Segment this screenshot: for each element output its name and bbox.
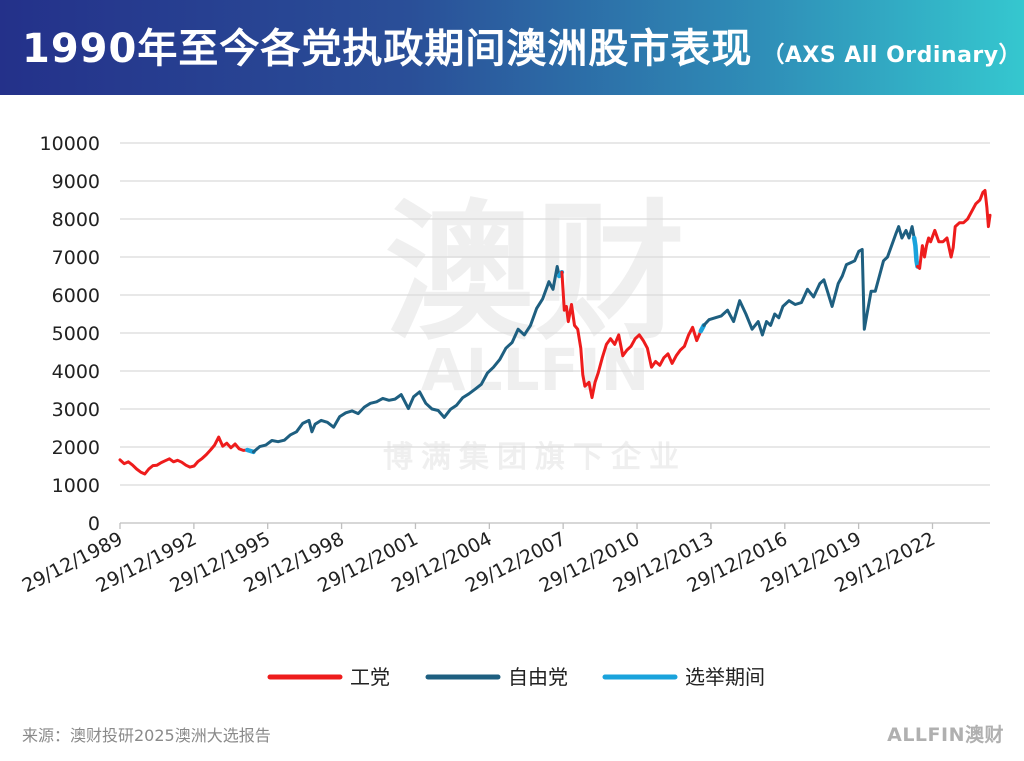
legend-label-1: 自由党 <box>508 665 568 689</box>
watermark-big: 澳财 <box>385 187 685 361</box>
y-tick-label-4000: 4000 <box>52 361 100 383</box>
y-tick-label-10000: 10000 <box>40 133 100 155</box>
line-chart: 澳财 ALLFIN 博满集团旗下企业 0 1000 2000 3000 4000 5000… <box>19 133 992 689</box>
legend-label-0: 工党 <box>350 665 390 689</box>
brand-logo: ALLFIN澳财 <box>887 724 1004 746</box>
y-axis: 0 1000 2000 3000 4000 5000 6000 7000 8000 9000 100… <box>40 133 100 535</box>
series-line-4 <box>560 270 703 400</box>
y-tick-label-9000: 9000 <box>52 171 100 193</box>
y-tick-label-3000: 3000 <box>52 399 100 421</box>
page-title: 1990年至今各党执政期间澳洲股市表现 （AXS All Ordinary） <box>22 26 1022 72</box>
series-lines <box>118 189 992 476</box>
y-tick-label-5000: 5000 <box>52 323 100 345</box>
source-note: 来源：澳财投研2025澳洲大选报告 <box>22 726 271 745</box>
y-tick-label-1000: 1000 <box>52 475 100 497</box>
y-tick-label-7000: 7000 <box>52 247 100 269</box>
watermark-small: 博满集团旗下企业 <box>383 440 687 475</box>
y-tick-label-8000: 8000 <box>52 209 100 231</box>
title-banner: 1990年至今各党执政期间澳洲股市表现 （AXS All Ordinary） <box>0 0 1024 95</box>
series-line-2 <box>252 265 561 454</box>
series-line-0 <box>118 435 249 476</box>
y-tick-label-2000: 2000 <box>52 437 100 459</box>
legend: 工党 自由党 选举期间 <box>267 665 765 689</box>
grid-lines <box>120 142 990 486</box>
series-line-8 <box>916 189 992 270</box>
chart-area: 澳财 ALLFIN 博满集团旗下企业 0 1000 2000 3000 4000 5000… <box>0 95 1024 715</box>
watermark: 澳财 ALLFIN 博满集团旗下企业 <box>383 187 687 475</box>
watermark-mid: ALLFIN <box>421 336 650 404</box>
y-tick-label-6000: 6000 <box>52 285 100 307</box>
legend-label-2: 选举期间 <box>685 665 765 689</box>
x-axis: 29/12/198929/12/199229/12/199529/12/1998… <box>19 522 990 597</box>
y-tick-label-0: 0 <box>88 513 100 535</box>
series-line-6 <box>702 225 916 337</box>
page-subtitle: （AXS All Ordinary） <box>762 43 1022 68</box>
series-line-7 <box>911 235 920 269</box>
